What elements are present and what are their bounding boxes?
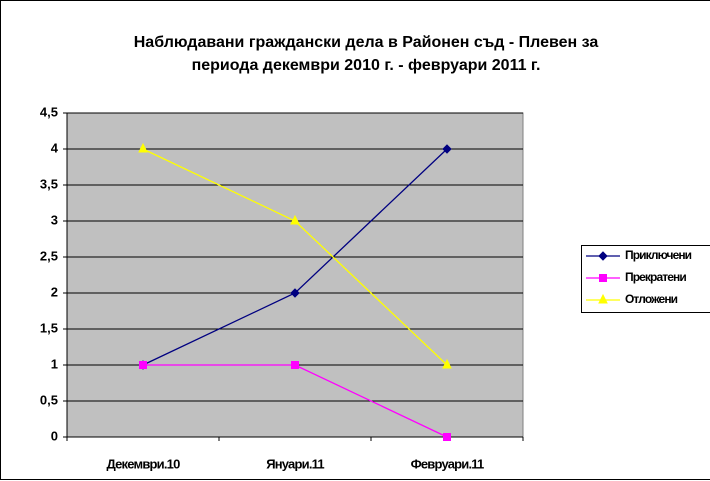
legend-label: Отложени (625, 292, 678, 306)
y-tick-label: 1,5 (40, 320, 58, 335)
data-point (138, 142, 148, 153)
y-tick-label: 3,5 (40, 176, 58, 191)
data-point (443, 433, 451, 441)
legend-marker (599, 274, 607, 282)
data-point (442, 144, 452, 154)
legend-label: Приключени (625, 248, 692, 262)
y-tick-label: 2,5 (40, 248, 58, 263)
y-tick-label: 4 (51, 140, 59, 155)
chart-title: Наблюдавани граждански дела в Районен съ… (134, 34, 599, 51)
x-tick-label: Декември.10 (106, 456, 180, 471)
plot-area (66, 112, 524, 438)
x-tick-label: Януари.11 (266, 456, 324, 471)
data-point (139, 361, 147, 369)
chart-title: периода декември 2010 г. - февруари 2011… (192, 57, 541, 74)
data-point (442, 358, 452, 369)
data-point (290, 288, 300, 298)
x-tick-label: Февруари.11 (411, 456, 484, 471)
data-point (291, 361, 299, 369)
y-tick-label: 4,5 (40, 104, 58, 119)
y-tick-label: 0 (51, 428, 58, 443)
y-tick-label: 1 (51, 356, 58, 371)
data-point (290, 214, 300, 225)
y-tick-label: 3 (51, 212, 58, 227)
legend-label: Прекратени (625, 270, 686, 284)
y-tick-label: 0,5 (40, 392, 58, 407)
legend-marker (598, 251, 608, 261)
legend-marker (598, 293, 608, 304)
y-tick-label: 2 (51, 284, 58, 299)
